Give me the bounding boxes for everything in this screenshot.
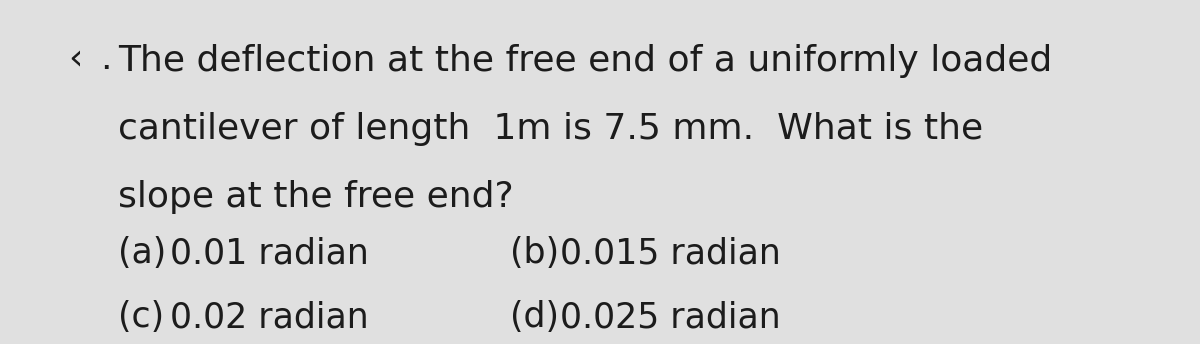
Text: (d): (d) bbox=[510, 300, 559, 334]
Text: slope at the free end?: slope at the free end? bbox=[118, 180, 514, 214]
Text: (c): (c) bbox=[118, 300, 164, 334]
Text: 0.015 radian: 0.015 radian bbox=[560, 236, 781, 270]
Text: 0.02 radian: 0.02 radian bbox=[170, 300, 368, 334]
Text: ‹: ‹ bbox=[68, 42, 82, 76]
Text: cantilever of length  1m is 7.5 mm.  What is the: cantilever of length 1m is 7.5 mm. What … bbox=[118, 112, 983, 146]
Text: (a): (a) bbox=[118, 236, 167, 270]
Text: 0.025 radian: 0.025 radian bbox=[560, 300, 781, 334]
Text: The deflection at the free end of a uniformly loaded: The deflection at the free end of a unif… bbox=[118, 44, 1052, 78]
Text: 0.01 radian: 0.01 radian bbox=[170, 236, 368, 270]
Text: (b): (b) bbox=[510, 236, 559, 270]
Text: .: . bbox=[100, 42, 112, 76]
